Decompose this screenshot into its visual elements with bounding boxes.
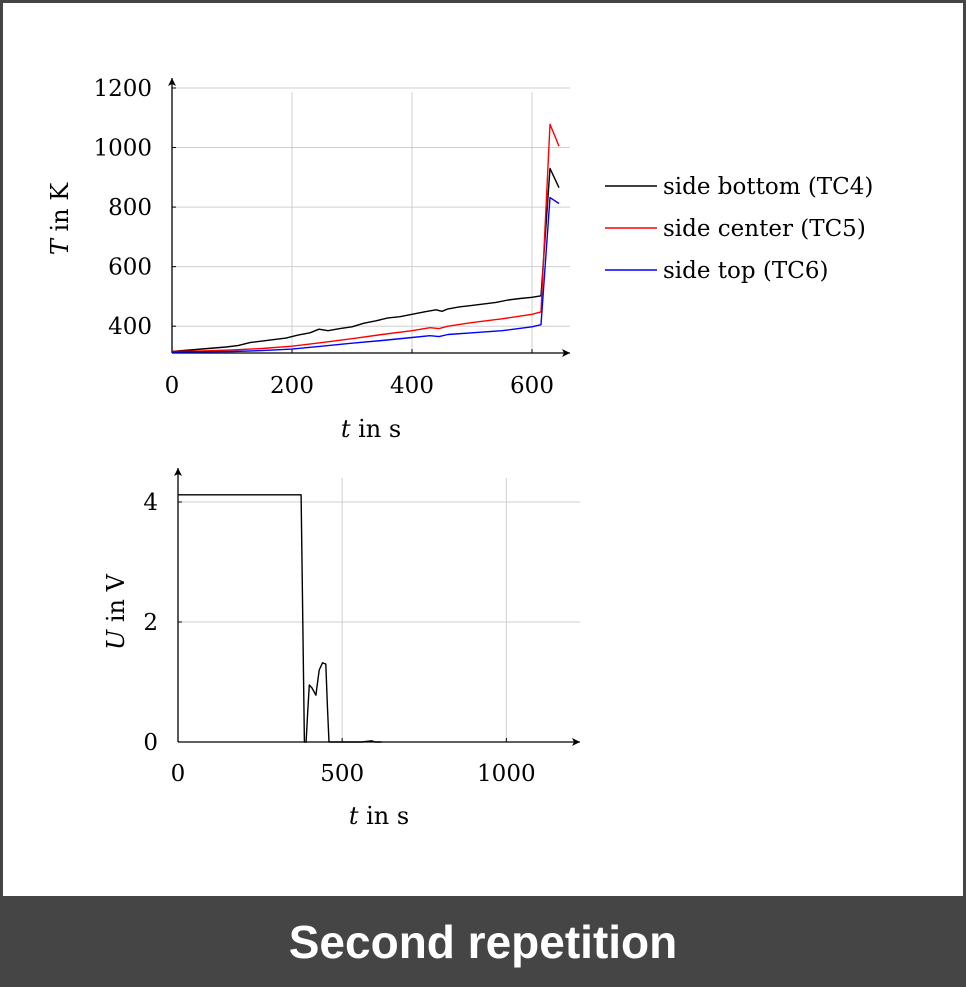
caption-text: Second repetition — [288, 915, 678, 968]
chart-2: 0 500 1000 0 2 4 t in s U in V — [102, 468, 580, 830]
caption-bar: Second repetition — [0, 896, 966, 987]
x-tick-label: 0 — [171, 761, 186, 787]
x-axis-arrow — [572, 738, 580, 746]
x-tick-label: 1000 — [477, 761, 536, 787]
y-tick-label: 1200 — [93, 76, 152, 102]
legend-label: side top (TC6) — [663, 258, 828, 284]
x-tick-label: 600 — [510, 373, 554, 399]
y-tick-label: 600 — [108, 255, 152, 281]
y-tick-label: 1000 — [93, 136, 152, 162]
series-line-2 — [171, 123, 560, 353]
series-line-3 — [171, 196, 560, 353]
x-tick-label: 500 — [320, 761, 364, 787]
y-tick-label: 2 — [143, 610, 158, 636]
x-axis-label: t in s — [341, 415, 401, 443]
legend-label: side center (TC5) — [663, 216, 866, 242]
y-tick-label: 800 — [108, 195, 152, 221]
y-tick-label: 400 — [108, 314, 152, 340]
series-line-1 — [178, 494, 382, 743]
series-line-1 — [171, 167, 560, 353]
legend-label: side bottom (TC4) — [663, 174, 873, 200]
chart-1: 0 200 400 600 400 600 800 1000 1200 t in s T in K s… — [46, 76, 873, 443]
y-tick-label: 4 — [143, 490, 158, 516]
x-tick-label: 0 — [165, 373, 180, 399]
y-axis-arrow — [174, 468, 182, 476]
y-tick-label: 0 — [143, 730, 158, 756]
x-tick-label: 400 — [390, 373, 434, 399]
x-axis-arrow — [562, 349, 570, 357]
x-axis-label: t in s — [349, 802, 409, 830]
y-axis-label: T in K — [46, 182, 74, 255]
y-axis-arrow — [168, 78, 176, 86]
y-axis-label: U in V — [102, 573, 130, 650]
x-tick-label: 200 — [270, 373, 314, 399]
